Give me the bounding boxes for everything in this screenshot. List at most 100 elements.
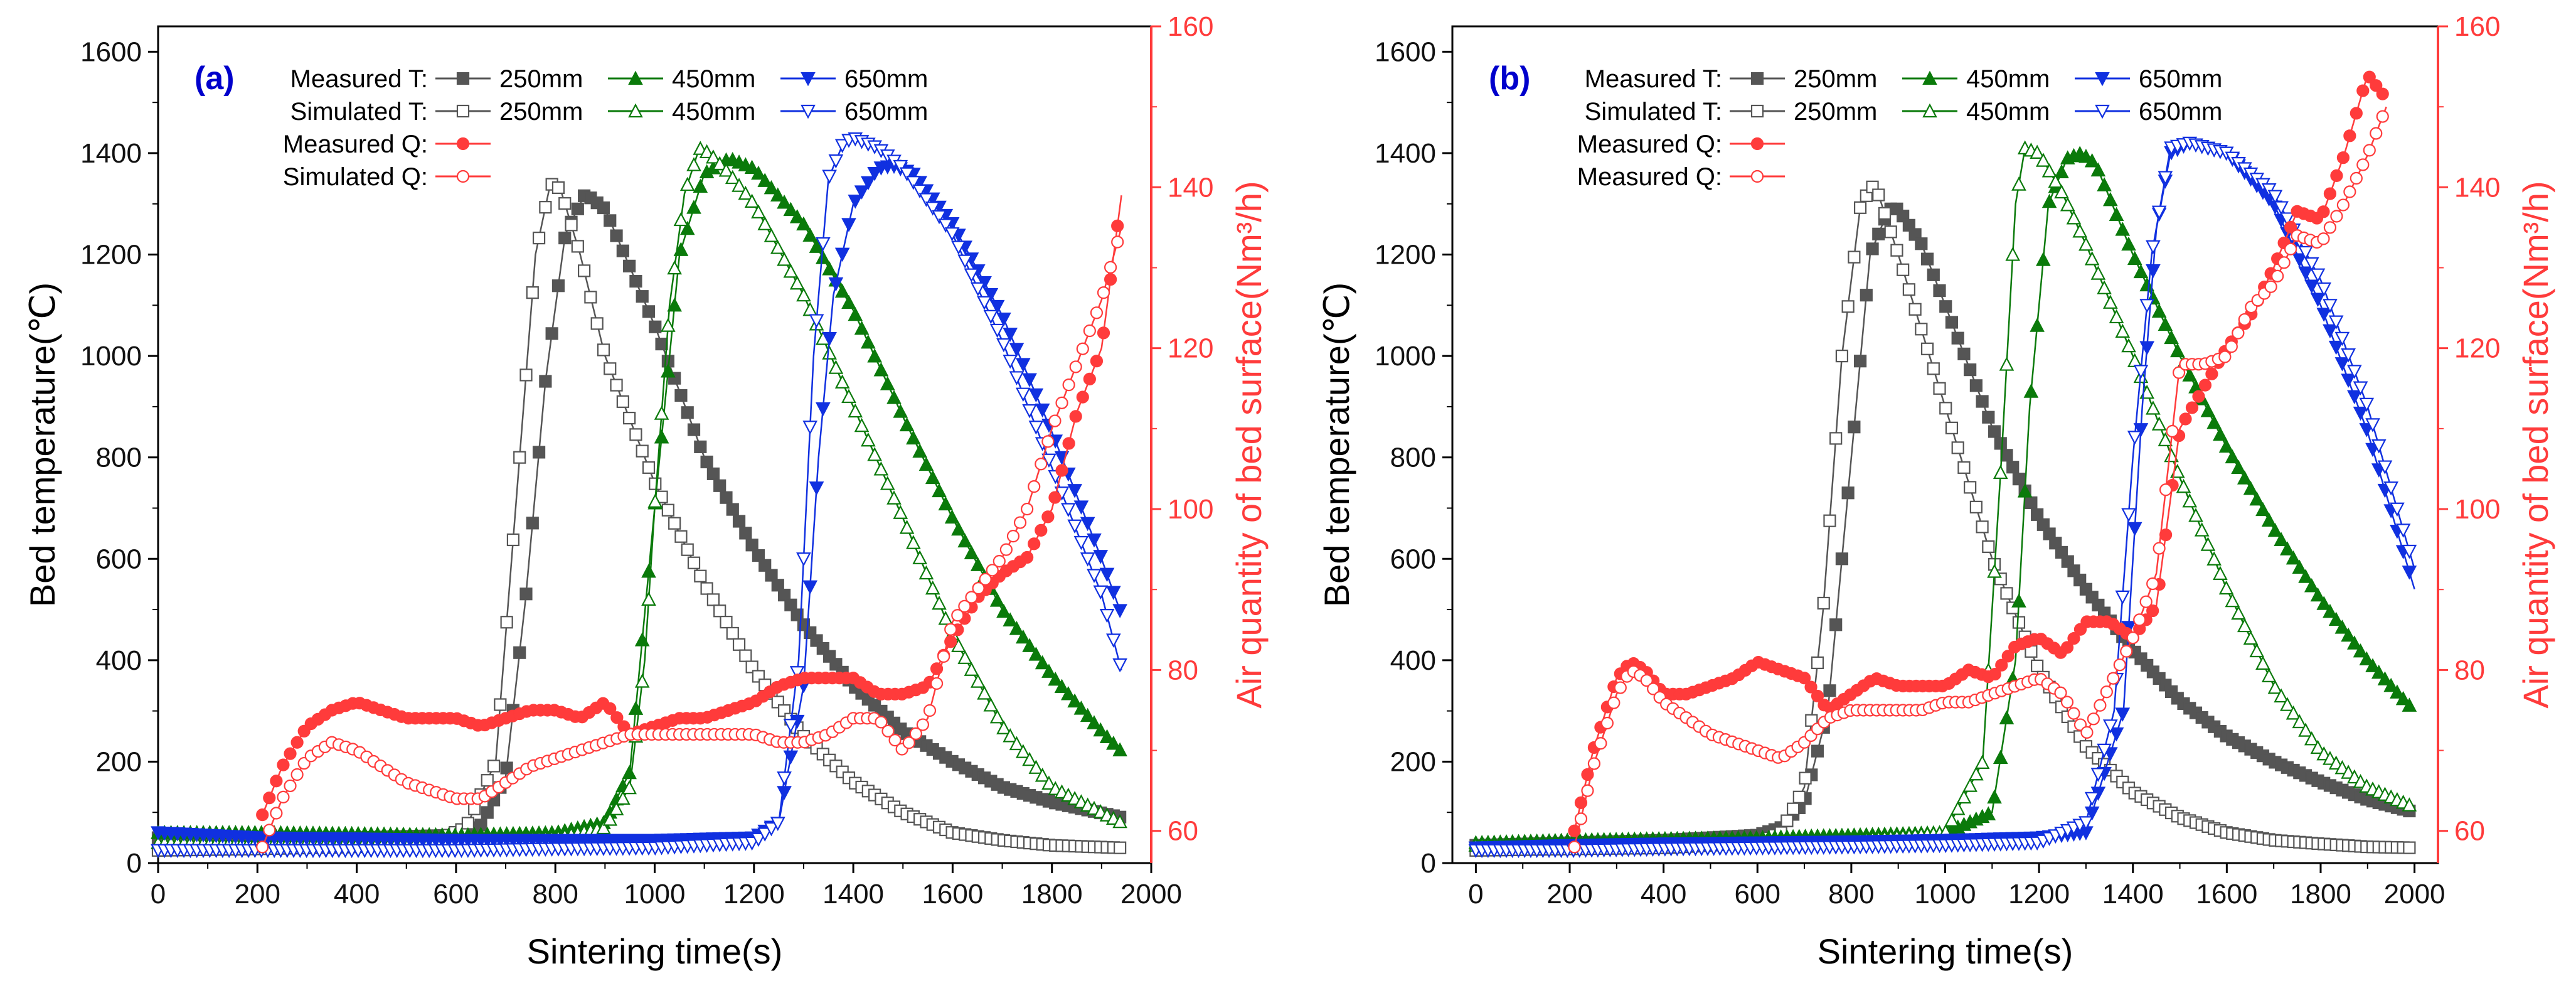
data-point	[2356, 158, 2370, 171]
data-point	[893, 505, 908, 519]
series-line	[1476, 147, 2415, 846]
data-point	[1969, 379, 1983, 392]
x-tick-label: 1200	[2008, 879, 2070, 910]
data-point	[2060, 197, 2075, 212]
data-point	[1780, 814, 1794, 827]
data-point	[834, 374, 850, 389]
data-point	[1048, 671, 1063, 686]
data-point	[2031, 659, 2044, 672]
x-tick-label: 1000	[624, 879, 686, 910]
data-point	[2115, 590, 2131, 605]
data-point	[1080, 517, 1095, 532]
data-point	[834, 139, 850, 153]
data-point	[1950, 800, 1966, 815]
data-point	[2115, 707, 2131, 722]
legend-marker	[1922, 70, 1937, 85]
data-point	[2376, 87, 2389, 100]
data-point	[1957, 461, 1971, 474]
data-point	[2323, 299, 2338, 313]
data-point	[744, 159, 760, 174]
data-point	[744, 193, 760, 208]
data-point	[500, 616, 513, 629]
data-point	[764, 228, 779, 242]
data-point	[1988, 667, 2001, 681]
data-point	[2280, 697, 2295, 711]
data-point	[2232, 326, 2245, 340]
data-point	[930, 677, 944, 690]
x-tick-label: 1400	[2102, 879, 2164, 910]
data-point	[584, 291, 597, 304]
data-point	[661, 503, 674, 517]
data-point	[2097, 280, 2112, 294]
legend-marker	[456, 169, 470, 183]
data-point	[2298, 722, 2313, 737]
data-point	[2151, 416, 2167, 431]
data-point	[764, 180, 779, 195]
data-point	[989, 593, 1005, 607]
data-point	[641, 591, 656, 606]
data-point	[2084, 153, 2100, 168]
data-point	[2060, 695, 2074, 709]
data-point	[1028, 421, 1044, 435]
data-point	[2023, 384, 2039, 398]
data-point	[2334, 331, 2350, 346]
legend-entry-label: 450mm	[672, 65, 755, 93]
x-tick-label: 1200	[723, 879, 785, 910]
data-point	[1951, 331, 1964, 345]
data-point	[2347, 635, 2362, 650]
data-point	[751, 165, 766, 180]
data-point	[886, 490, 902, 505]
data-point	[888, 734, 902, 747]
data-point	[718, 163, 734, 177]
data-point	[558, 197, 572, 210]
data-point	[2277, 256, 2291, 269]
data-point	[1097, 286, 1110, 299]
x-tick-label: 800	[1828, 879, 1874, 910]
legend-marker	[456, 137, 470, 151]
data-point	[2166, 424, 2179, 438]
y2-tick-label: 80	[1168, 655, 1198, 685]
data-point	[1945, 316, 1959, 329]
data-point	[2146, 264, 2161, 279]
data-point	[970, 557, 986, 571]
data-point	[1607, 696, 1621, 709]
data-point	[2243, 630, 2259, 645]
data-point	[1969, 500, 1983, 513]
data-point	[2067, 632, 2080, 645]
data-point	[2011, 593, 2026, 608]
data-point	[1799, 771, 1812, 785]
panel-label: (a)	[194, 60, 235, 97]
data-point	[2323, 324, 2338, 339]
data-point	[636, 290, 649, 303]
data-point	[2080, 726, 2094, 739]
data-point	[602, 812, 618, 826]
data-point	[700, 455, 713, 469]
data-point	[2356, 84, 2370, 97]
data-point	[1860, 289, 1873, 302]
data-point	[2261, 668, 2277, 682]
x-tick-label: 800	[532, 879, 578, 910]
data-point	[745, 660, 758, 674]
data-point	[1829, 618, 1843, 631]
data-point	[880, 476, 895, 490]
data-point	[1021, 550, 1034, 564]
data-point	[1009, 343, 1025, 357]
data-point	[513, 451, 526, 464]
data-point	[902, 736, 915, 749]
legend-marker	[628, 70, 643, 85]
data-point	[1083, 372, 1096, 386]
y-tick-label: 1000	[80, 341, 142, 372]
data-point	[1028, 388, 1044, 403]
y-tick-label: 1600	[80, 36, 142, 67]
data-point	[2402, 697, 2417, 712]
data-point	[912, 443, 927, 458]
data-point	[932, 483, 947, 498]
data-point	[2169, 343, 2185, 358]
data-point	[2054, 184, 2069, 199]
data-point	[2376, 110, 2389, 123]
data-point	[2133, 613, 2146, 626]
data-point	[615, 790, 631, 805]
data-point	[532, 232, 546, 245]
data-point	[784, 598, 797, 611]
data-point	[1022, 751, 1037, 766]
